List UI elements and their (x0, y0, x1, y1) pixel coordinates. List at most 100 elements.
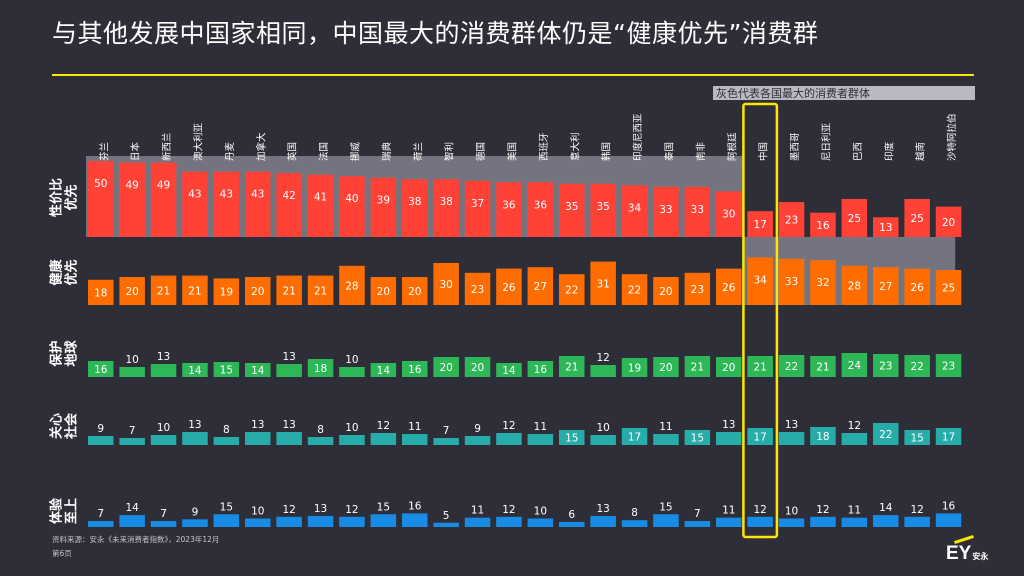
data-label: 30 (722, 208, 735, 220)
data-label: 18 (94, 287, 107, 299)
bar (527, 518, 554, 527)
bar (307, 275, 334, 305)
bar (590, 515, 616, 527)
bar (88, 279, 114, 305)
data-label: 23 (785, 215, 798, 227)
data-label: 35 (596, 201, 609, 213)
data-label: 20 (659, 362, 672, 374)
data-label: 12 (848, 420, 861, 432)
bar (841, 353, 868, 377)
data-label: 43 (220, 189, 233, 201)
data-label: 25 (910, 213, 923, 225)
bar (433, 179, 459, 237)
bar (747, 257, 773, 305)
bar (88, 521, 114, 527)
data-label: 49 (157, 180, 170, 192)
bar (590, 365, 616, 377)
bar (716, 357, 742, 377)
bar (716, 432, 742, 445)
data-label: 15 (691, 433, 704, 445)
data-label: 26 (502, 282, 516, 294)
category-label: 意大利 (569, 132, 581, 161)
bar (402, 513, 428, 527)
bar (841, 199, 868, 237)
data-label: 9 (192, 506, 199, 518)
data-label: 5 (443, 510, 450, 522)
bar (433, 263, 459, 305)
data-label: 23 (879, 361, 892, 373)
category-label: 南非 (695, 142, 707, 162)
data-label: 12 (910, 504, 923, 516)
series-label-line: 体验 (49, 497, 65, 524)
bar (245, 171, 271, 237)
bar (150, 364, 177, 377)
category-label: 瑞典 (381, 141, 393, 161)
bar (402, 434, 428, 445)
bar (621, 428, 648, 445)
category-label: 尼日利亚 (820, 122, 832, 161)
data-label: 31 (596, 278, 609, 290)
category-label: 法国 (318, 142, 330, 161)
data-label: 10 (345, 354, 358, 366)
bar (590, 261, 616, 305)
bar (496, 363, 522, 377)
data-label: 26 (910, 282, 924, 294)
series-label: 关心社会 (49, 412, 80, 440)
bar (621, 185, 648, 237)
data-label: 21 (816, 362, 829, 374)
data-label: 13 (596, 503, 609, 515)
bar (810, 260, 836, 305)
data-label: 12 (502, 420, 515, 432)
data-label: 43 (251, 189, 264, 201)
data-label: 12 (753, 504, 766, 516)
bar (621, 274, 648, 305)
bar (841, 265, 868, 305)
bar (810, 212, 836, 237)
data-label: 9 (97, 423, 104, 435)
data-label: 13 (157, 351, 170, 363)
category-label: 新西兰 (161, 132, 173, 161)
bar (873, 217, 899, 237)
data-label: 10 (785, 506, 798, 518)
data-label: 22 (785, 361, 798, 373)
category-label: 美国 (506, 142, 518, 161)
data-label: 16 (408, 500, 422, 512)
bar (621, 520, 648, 527)
bar (245, 277, 271, 305)
data-label: 14 (502, 365, 516, 377)
series-label-line: 优先 (64, 184, 80, 210)
category-label: 泰国 (663, 142, 675, 161)
series-label-line: 性价比 (49, 178, 65, 217)
bar (716, 191, 742, 237)
data-label: 34 (753, 274, 767, 286)
data-label: 18 (314, 363, 327, 375)
data-label: 23 (471, 284, 484, 296)
bar (464, 272, 491, 305)
data-label: 15 (659, 501, 672, 513)
category-label: 印度 (883, 142, 895, 162)
data-label: 33 (785, 276, 798, 288)
bar (370, 277, 397, 305)
bar (464, 517, 491, 527)
data-label: 15 (220, 365, 233, 377)
bar (464, 357, 491, 377)
data-label: 20 (471, 362, 484, 374)
bar (150, 275, 177, 305)
bar (496, 433, 522, 445)
bar (276, 516, 302, 527)
data-label: 12 (816, 504, 829, 516)
data-label: 14 (188, 365, 202, 377)
data-label: 13 (251, 419, 264, 431)
bar (527, 361, 554, 377)
bar (559, 430, 585, 445)
bar (810, 427, 836, 445)
series-label-line: 优先 (64, 259, 80, 285)
data-label: 13 (282, 351, 295, 363)
bar (684, 186, 711, 237)
data-label: 39 (377, 195, 390, 207)
bar (559, 356, 585, 377)
bar (433, 438, 459, 445)
category-label: 智利 (444, 142, 456, 161)
data-label: 15 (377, 501, 390, 513)
bar (747, 428, 773, 445)
